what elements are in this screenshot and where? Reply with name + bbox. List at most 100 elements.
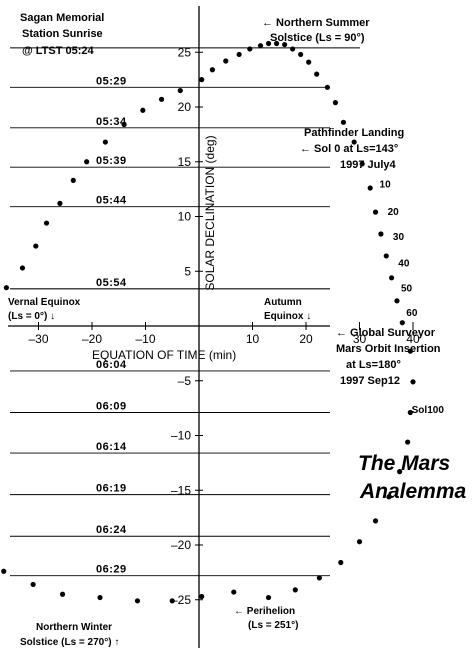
y-ticks: 25 20 15 10 5 –5 –10 –15 –20 –25	[171, 45, 203, 607]
analemma-point-8	[102, 139, 108, 145]
analemma-point-22	[290, 46, 296, 52]
sunrise-header-line3: @ LTST 05:24	[22, 45, 95, 57]
sunrise-header-line1: Sagan Memorial	[20, 12, 104, 24]
sol-label-20: 20	[388, 207, 400, 218]
annotations: Sagan Memorial Station Sunrise @ LTST 05:2…	[8, 12, 441, 648]
analemma-point-11	[158, 96, 165, 102]
sunrise-time-0609: 06:09	[96, 401, 127, 413]
analemma-point-24	[306, 59, 312, 65]
analemma-point-38	[407, 348, 413, 354]
y-tick-label--20: –20	[171, 538, 191, 552]
x-tick-label--20: –20	[82, 332, 102, 346]
analemma-point-19	[265, 40, 272, 47]
axes	[8, 6, 330, 648]
analemma-point-57	[1, 568, 7, 574]
sunrise-time-0554: 05:54	[96, 277, 127, 289]
sol-label-40: 40	[398, 258, 410, 269]
analemma-point-20	[273, 40, 280, 47]
northern-winter-line2: Solstice (Ls = 270°) ↑	[20, 637, 119, 648]
sol-label-10: 10	[380, 180, 392, 191]
sol-labels: 10 20 30 40 50 60 Sol100	[380, 180, 445, 417]
sunrise-time-0624: 06:24	[96, 524, 127, 536]
analemma-point-51	[199, 593, 205, 600]
analemma-point-47	[316, 575, 322, 581]
analemma-point-13	[199, 77, 205, 83]
sol-label-30: 30	[393, 232, 405, 243]
analemma-point-50	[231, 589, 237, 595]
analemma-point-45	[356, 539, 363, 545]
y-tick-label--10: –10	[171, 429, 191, 443]
analemma-point-12	[177, 87, 183, 94]
pathfinder-line1: Pathfinder Landing	[304, 127, 404, 139]
northern-summer-line1: ← Northern Summer	[262, 17, 370, 29]
analemma-point-55	[59, 591, 66, 597]
sunrise-time-0534: 05:34	[96, 116, 127, 128]
global-surveyor-line1: ← Global Surveyor	[336, 327, 436, 339]
analemma-point-30	[359, 161, 365, 167]
sunrise-time-0544: 05:44	[96, 195, 127, 207]
y-tick-label-20: 20	[178, 100, 192, 114]
analemma-points	[1, 40, 416, 604]
vernal-line1: Vernal Equinox	[8, 297, 81, 308]
x-tick-label--30: –30	[28, 332, 48, 346]
analemma-point-3	[33, 243, 39, 249]
x-tick-label-10: 10	[246, 332, 260, 346]
analemma-point-41	[405, 439, 411, 445]
y-tick-label-25: 25	[178, 45, 192, 59]
analemma-point-25	[314, 71, 320, 77]
sol-label-Sol100: Sol100	[412, 405, 445, 416]
sunrise-time-0539: 05:39	[96, 155, 127, 167]
analemma-point-10	[140, 107, 146, 113]
analemma-point-53	[134, 598, 141, 604]
chart-title-line1: The Mars	[358, 452, 450, 475]
analemma-point-37	[399, 320, 405, 326]
vernal-line2: (Ls = 0°) ↓	[8, 311, 55, 322]
analemma-point-16	[236, 51, 242, 58]
analemma-point-32	[372, 209, 379, 215]
analemma-point-9	[121, 121, 127, 128]
sunrise-time-labels: 05:29 05:34 05:39 05:44 05:54 06:04 06:09 06:14…	[96, 75, 127, 575]
analemma-point-26	[324, 84, 330, 90]
analemma-point-36	[394, 298, 400, 304]
y-tick-label-15: 15	[178, 155, 192, 169]
analemma-point-17	[247, 46, 253, 52]
pathfinder-line2: ← Sol 0 at Ls=143°	[300, 143, 398, 155]
sunrise-time-0614: 06:14	[96, 441, 127, 453]
analemma-point-27	[332, 100, 339, 106]
analemma-point-40	[407, 409, 413, 416]
sunrise-time-0629: 06:29	[96, 564, 127, 576]
autumn-line1: Autumn	[264, 297, 302, 308]
y-tick-label-5: 5	[184, 264, 191, 278]
analemma-point-56	[30, 581, 36, 588]
global-surveyor-line3: at Ls=180°	[346, 359, 401, 371]
y-tick-label--5: –5	[178, 374, 192, 388]
x-tick-label-20: 20	[299, 332, 313, 346]
sunrise-time-0619: 06:19	[96, 483, 127, 495]
sunrise-header-line2: Station Sunrise	[22, 28, 103, 40]
analemma-point-52	[169, 598, 175, 604]
perihelion-line2: (Ls = 251°)	[248, 620, 298, 631]
analemma-point-5	[57, 200, 63, 206]
y-tick-label-10: 10	[178, 210, 192, 224]
analemma-point-4	[43, 220, 50, 226]
analemma-point-18	[257, 43, 264, 49]
northern-winter-line1: Northern Winter	[36, 622, 112, 633]
analemma-point-2	[19, 265, 26, 271]
analemma-point-31	[367, 185, 373, 191]
sunrise-time-0529: 05:29	[96, 75, 127, 87]
x-tick-label-30: 30	[353, 332, 367, 346]
analemma-point-15	[223, 58, 229, 64]
global-surveyor-line2: Mars Orbit Insertion	[336, 343, 441, 355]
x-tick-label-40: 40	[406, 332, 420, 346]
perihelion-line1: ← Perihelion	[234, 606, 295, 617]
analemma-point-44	[372, 518, 379, 524]
chart-title-line2: Analemma	[359, 480, 467, 503]
sol-label-50: 50	[401, 284, 413, 295]
analemma-point-43	[386, 494, 392, 500]
analemma-point-28	[340, 119, 347, 125]
analemma-point-21	[282, 41, 288, 48]
sunrise-time-lines	[10, 47, 360, 577]
analemma-point-33	[378, 231, 384, 237]
